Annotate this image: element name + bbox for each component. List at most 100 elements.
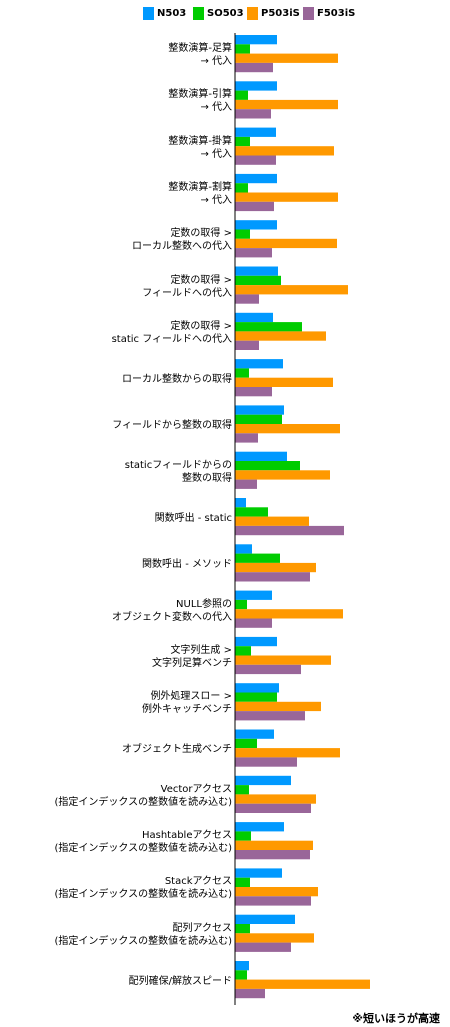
- bar: [235, 192, 338, 202]
- bar: [235, 562, 316, 573]
- bar: [235, 970, 247, 980]
- bar: [235, 636, 277, 647]
- bar: [235, 387, 272, 397]
- legend-label: P503iS: [261, 8, 300, 19]
- legend-swatch: [247, 7, 258, 20]
- bar: [235, 285, 348, 295]
- bar: [235, 424, 340, 434]
- bar: [235, 183, 248, 193]
- bar: [235, 266, 278, 276]
- bar: [235, 127, 276, 137]
- category-label: 関数呼出 - メソッド: [142, 558, 232, 570]
- bar: [235, 451, 287, 461]
- bar: [235, 803, 311, 813]
- category-label: オブジェクト生成ベンチ: [122, 744, 232, 755]
- bar: [235, 544, 252, 554]
- category-label: 定数の取得 > フィールドへの代入: [142, 274, 232, 299]
- category-label: 文字列生成 > 文字列足算ベンチ: [152, 644, 232, 669]
- bar: [235, 359, 283, 369]
- legend-label: N503: [157, 8, 187, 19]
- bar: [235, 275, 281, 286]
- bar: [235, 868, 282, 878]
- footnote: ※短いほうが高速: [352, 1012, 440, 1025]
- bar: [235, 461, 300, 471]
- bar: [235, 405, 284, 415]
- bar: [235, 479, 257, 489]
- bar: [235, 887, 318, 897]
- bar: [235, 692, 277, 702]
- bar: [235, 433, 258, 443]
- bar: [235, 331, 326, 341]
- category-label: 関数呼出 - static: [154, 512, 232, 524]
- bar: [235, 340, 259, 350]
- bar: [235, 655, 331, 665]
- category-label: 整数演算-割算 → 代入: [168, 181, 232, 206]
- bar: [235, 748, 340, 758]
- bar: [235, 572, 310, 582]
- bar: [235, 201, 274, 212]
- category-label: 定数の取得 > static フィールドへの代入: [111, 320, 232, 345]
- bar: [235, 831, 251, 841]
- bar: [235, 729, 274, 739]
- bar: [235, 924, 250, 934]
- bar: [235, 775, 291, 786]
- legend-label: F503iS: [317, 8, 356, 19]
- bar: [235, 738, 257, 749]
- bar: [235, 646, 251, 656]
- bar: [235, 294, 259, 304]
- bar: [235, 470, 330, 480]
- legend-swatch: [193, 7, 204, 20]
- bar: [235, 507, 268, 517]
- legend-swatch: [303, 7, 314, 20]
- bar: [235, 238, 337, 249]
- bar: [235, 701, 321, 712]
- category-label: 定数の取得 > ローカル整数への代入: [132, 228, 232, 253]
- bar: [235, 664, 301, 675]
- bar: [235, 840, 313, 850]
- category-label: Hashtableアクセス (指定インデックスの整数値を読み込む): [54, 830, 232, 855]
- bar: [235, 109, 271, 119]
- bar: [235, 822, 284, 832]
- bar: [235, 942, 291, 952]
- bar: [235, 988, 265, 999]
- category-label: 整数演算-引算 → 代入: [168, 89, 232, 114]
- bar: [235, 322, 302, 332]
- legend-label: SO503: [207, 8, 244, 19]
- bar: [235, 220, 277, 230]
- category-label: NULL参照の オブジェクト変数への代入: [112, 598, 232, 623]
- bar: [235, 377, 333, 387]
- bar: [235, 414, 282, 424]
- category-label: Vectorアクセス (指定インデックスの整数値を読み込む): [54, 783, 232, 808]
- category-label: 整数演算-掛算 → 代入: [168, 135, 232, 160]
- bar: [235, 599, 247, 610]
- bar: [235, 961, 249, 971]
- bar: [235, 785, 249, 795]
- bar: [235, 146, 334, 156]
- bar: [235, 850, 310, 860]
- bar: [235, 53, 338, 63]
- bar: [235, 35, 277, 45]
- category-label: 配列アクセス (指定インデックスの整数値を読み込む): [54, 922, 232, 947]
- bar: [235, 896, 311, 906]
- bar: [235, 516, 309, 526]
- bar: [235, 757, 297, 767]
- bar: [235, 44, 250, 54]
- bar: [235, 553, 280, 563]
- category-label: 配列確保/解放スピード: [128, 975, 232, 987]
- bar: [235, 229, 250, 239]
- category-label: 整数演算-足算 → 代入: [168, 43, 232, 67]
- bar: [235, 683, 279, 693]
- bar: [235, 62, 273, 73]
- bar: [235, 173, 277, 184]
- bar: [235, 81, 277, 91]
- bar: [235, 368, 249, 378]
- bar: [235, 248, 272, 258]
- bar: [235, 99, 338, 110]
- bar: [235, 90, 248, 100]
- category-label: フィールドから整数の取得: [112, 419, 232, 431]
- legend-swatch: [143, 7, 154, 20]
- bar: [235, 877, 250, 887]
- category-label: staticフィールドからの 整数の取得: [124, 459, 232, 484]
